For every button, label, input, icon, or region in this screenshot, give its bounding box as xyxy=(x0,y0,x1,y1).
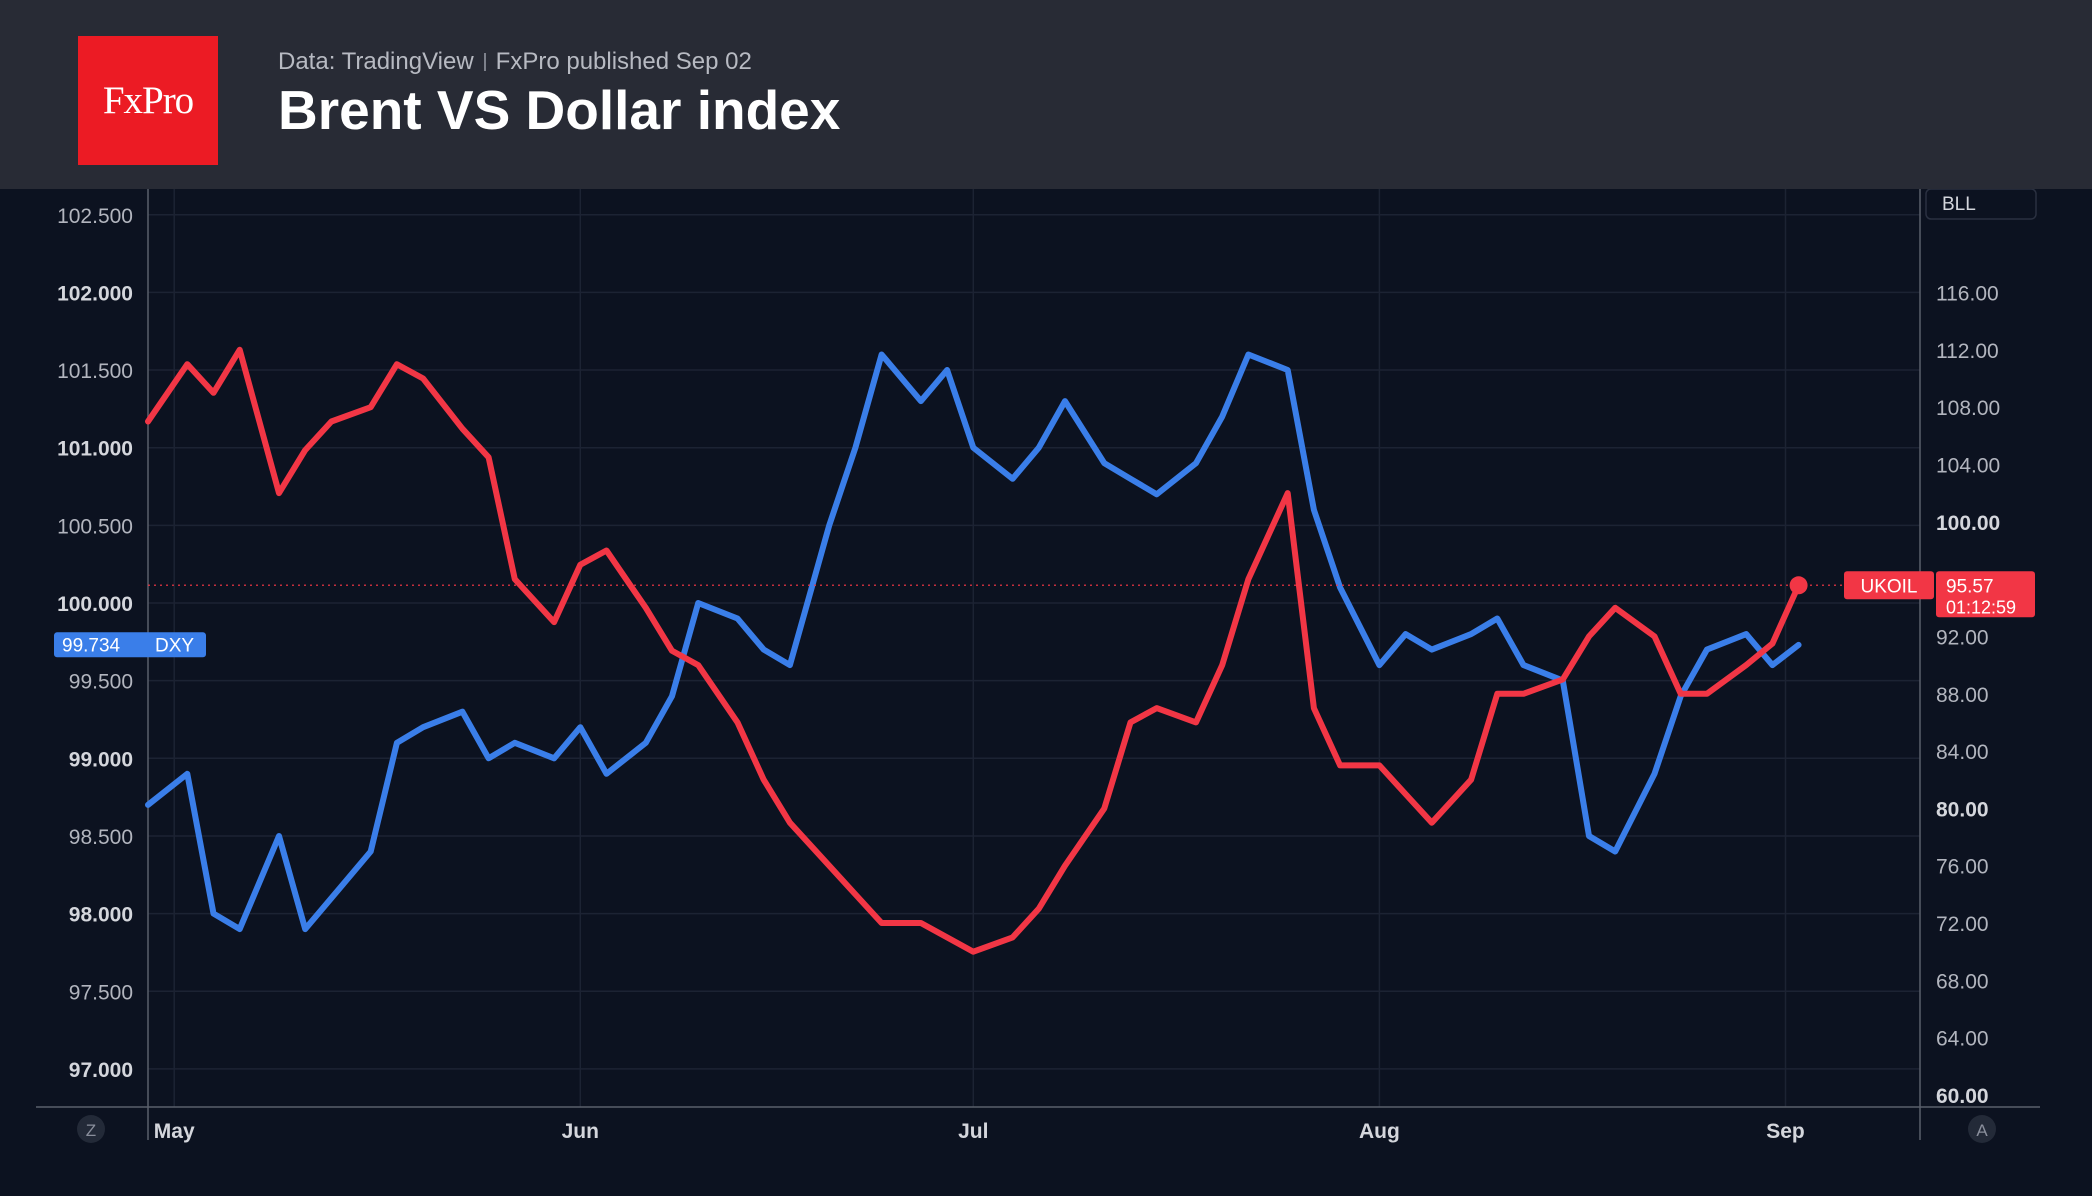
y-right-tick-label: 100.00 xyxy=(1936,512,2000,535)
series-line-ukoil xyxy=(145,346,1802,955)
y-right-tick-label: 104.00 xyxy=(1936,454,2000,477)
y-right-tick-label: 108.00 xyxy=(1936,397,2000,420)
y-right-tick-label: 88.00 xyxy=(1936,684,1989,707)
y-right-tick-label: 116.00 xyxy=(1936,283,1999,306)
y-right-tick-label: 72.00 xyxy=(1936,913,1989,936)
y-right-tick-label: 80.00 xyxy=(1936,798,1989,821)
y-left-tick-label: 98.500 xyxy=(69,826,133,849)
x-tick-label: Jun xyxy=(562,1120,599,1143)
chart-header: FxPro Data: TradingView FxPro published S… xyxy=(0,0,2092,189)
y-left-tick-label: 102.000 xyxy=(57,282,133,305)
dxy-last-value: 99.734 xyxy=(62,635,121,656)
x-tick-label: May xyxy=(154,1120,195,1143)
fxpro-logo: FxPro xyxy=(78,36,218,165)
y-left-tick-label: 97.500 xyxy=(69,981,133,1004)
ukoil-name-label: UKOIL xyxy=(1860,576,1917,597)
published-date: FxPro published Sep 02 xyxy=(495,48,752,75)
ukoil-last-value: 95.57 xyxy=(1946,576,1994,597)
y-right-tick-label: 92.00 xyxy=(1936,626,1989,649)
zoom-button-label: Z xyxy=(86,1121,96,1140)
auto-scale-button[interactable] xyxy=(1968,1115,1996,1143)
data-source: Data: TradingView xyxy=(278,48,474,75)
chart-series xyxy=(145,346,1802,955)
chart-grid xyxy=(148,189,1920,1107)
x-tick-label: Jul xyxy=(958,1120,988,1143)
ukoil-countdown: 01:12:59 xyxy=(1946,597,2016,617)
y-left-tick-label: 100.000 xyxy=(57,593,133,616)
dxy-price-tag xyxy=(54,632,206,658)
y-left-tick-label: 100.500 xyxy=(57,515,133,538)
last-price-marker xyxy=(1789,576,1808,595)
y-left-tick-label: 101.500 xyxy=(57,360,133,383)
chart-axes: 97.000 97.500 98.000 98.500 99.000 99.500 100.… xyxy=(36,189,2040,1143)
y-right-tick-label: 112.00 xyxy=(1936,340,1999,363)
y-right-tick-label: 76.00 xyxy=(1936,856,1989,879)
x-tick-label: Sep xyxy=(1766,1120,1805,1143)
y-left-tick-label: 97.000 xyxy=(69,1059,133,1082)
line-chart[interactable]: 97.000 97.500 98.000 98.500 99.000 99.500 100.… xyxy=(0,189,2092,1196)
y-right-tick-label: 60.00 xyxy=(1936,1085,1989,1108)
series-line-dxy xyxy=(145,351,1802,933)
y-left-tick-label: 102.500 xyxy=(57,205,133,228)
y-left-tick-label: 99.500 xyxy=(69,671,133,694)
scale-selector[interactable] xyxy=(1925,189,2037,220)
y-right-tick-label: 64.00 xyxy=(1936,1028,1989,1051)
auto-scale-button-label: A xyxy=(1976,1121,1988,1140)
chart-meta: Data: TradingView FxPro published Sep 02 xyxy=(278,48,752,76)
meta-separator xyxy=(483,53,486,71)
ukoil-name-tag xyxy=(1844,571,1934,600)
ukoil-price-tag xyxy=(1936,571,2035,618)
zoom-button[interactable] xyxy=(77,1115,105,1143)
y-left-tick-label: 98.000 xyxy=(69,904,133,927)
y-left-tick-label: 101.000 xyxy=(57,438,133,461)
x-tick-label: Aug xyxy=(1359,1120,1400,1143)
y-left-tick-label: 99.000 xyxy=(69,748,133,771)
scale-selector-label: BLL xyxy=(1942,194,1976,215)
y-right-tick-label: 68.00 xyxy=(1936,970,1989,993)
chart-title: Brent VS Dollar index xyxy=(278,79,841,141)
dxy-name-label: DXY xyxy=(155,635,194,656)
y-right-tick-label: 84.00 xyxy=(1936,741,1989,764)
